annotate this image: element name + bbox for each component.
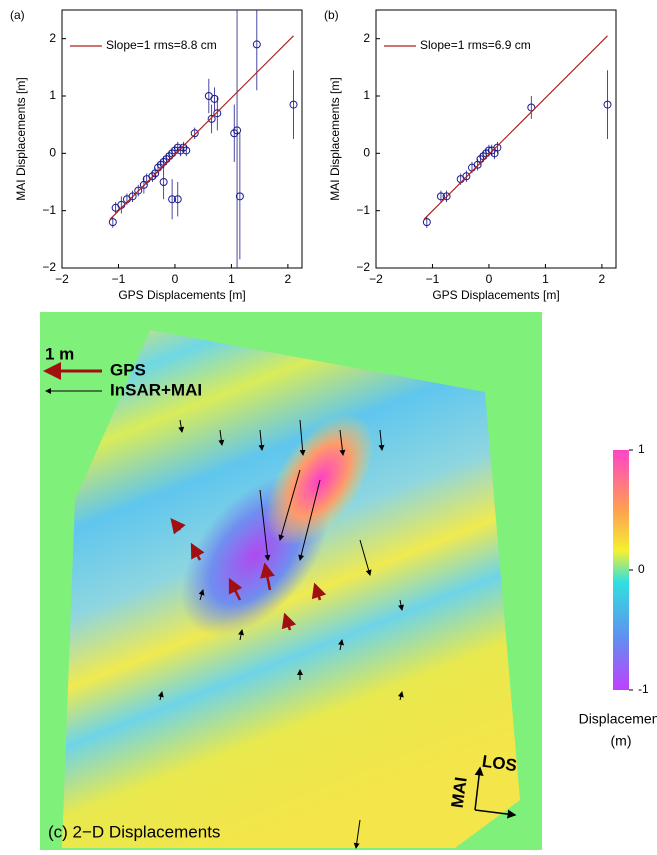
x-tick-label: −2 [369,272,383,286]
map-panel: 1 m GPS InSAR+MAI (c) 2−D Displacements … [40,312,629,850]
point [493,143,502,152]
colorbar-tick-label: 1 [638,442,645,456]
point [213,109,222,118]
x-tick-label: −2 [55,272,69,286]
map-caption: (c) 2−D Displacements [48,822,220,841]
point [462,172,471,181]
plot-area [422,35,612,228]
x-tick-label: −1 [426,272,440,286]
point [210,94,219,103]
y-tick-label: −1 [356,203,370,217]
y-tick-label: −2 [356,260,370,274]
x-axis-label: GPS Displacements [m] [432,288,559,302]
fit-line [109,35,294,220]
point [442,192,451,201]
chart-panel: −2 −1 0 1 2 −2 −1 0 1 2 (a) GPS Displacements [m] MA… [10,8,303,302]
colorbar-label: (m) [611,733,632,749]
point [233,126,242,135]
point [168,195,177,204]
x-tick-label: 1 [228,272,235,286]
colorbar [613,450,629,690]
point [207,114,216,123]
point [179,143,188,152]
map-gps-arrows [170,518,327,631]
point [230,129,239,138]
y-tick-label: 2 [363,31,370,45]
point [527,103,536,112]
legend-label: Slope=1 rms=8.8 cm [106,38,217,52]
x-tick-label: 1 [542,272,549,286]
x-tick-label: −1 [112,272,126,286]
point [148,172,157,181]
fit-line [423,35,608,220]
gps-label: GPS [110,360,146,379]
y-tick-label: −1 [42,203,56,217]
point [422,218,431,227]
scale-label: 1 m [45,344,74,363]
plot-frame [61,9,303,269]
y-tick-label: 0 [363,146,370,160]
insar-label: InSAR+MAI [110,380,202,399]
map-arrows [157,419,404,849]
point [108,218,117,227]
x-tick-label: 0 [172,272,179,286]
point [173,195,182,204]
plot-frame [375,9,617,269]
point [235,192,244,201]
point [252,40,261,49]
y-axis-label: MAI Displacements [m] [14,77,28,200]
los-direction [474,809,517,819]
y-axis-label: MAI Displacements [m] [328,77,342,200]
point [134,186,143,195]
colorbar-tick-label: -1 [638,682,649,696]
point [603,100,612,109]
chart-panel: −2 −1 0 1 2 −2 −1 0 1 2 (b) GPS Displacements [m] MA… [324,8,617,302]
panel-label: (b) [324,8,339,22]
point [289,100,298,109]
mai-label: MAI [448,776,471,810]
y-tick-label: −2 [42,260,56,274]
point [176,146,185,155]
charts: −2 −1 0 1 2 −2 −1 0 1 2 (a) GPS Displacements [m] MA… [10,8,617,302]
point [159,178,168,186]
x-tick-label: 2 [285,272,292,286]
x-tick-label: 2 [599,272,606,286]
mai-direction [474,766,484,811]
colorbar-label: Displacement [579,711,657,727]
panel-label: (a) [10,8,25,22]
plot-area [108,10,298,268]
point [128,192,137,201]
point [190,129,199,138]
point [182,146,191,155]
legend-label: Slope=1 rms=6.9 cm [420,38,531,52]
colorbar-tick-label: 0 [638,562,645,576]
x-axis-label: GPS Displacements [m] [118,288,245,302]
y-tick-label: 1 [49,88,56,102]
y-tick-label: 1 [363,88,370,102]
x-tick-label: 0 [486,272,493,286]
point [436,192,445,201]
y-tick-label: 0 [49,146,56,160]
y-tick-label: 2 [49,31,56,45]
los-label: LOS [481,752,518,776]
